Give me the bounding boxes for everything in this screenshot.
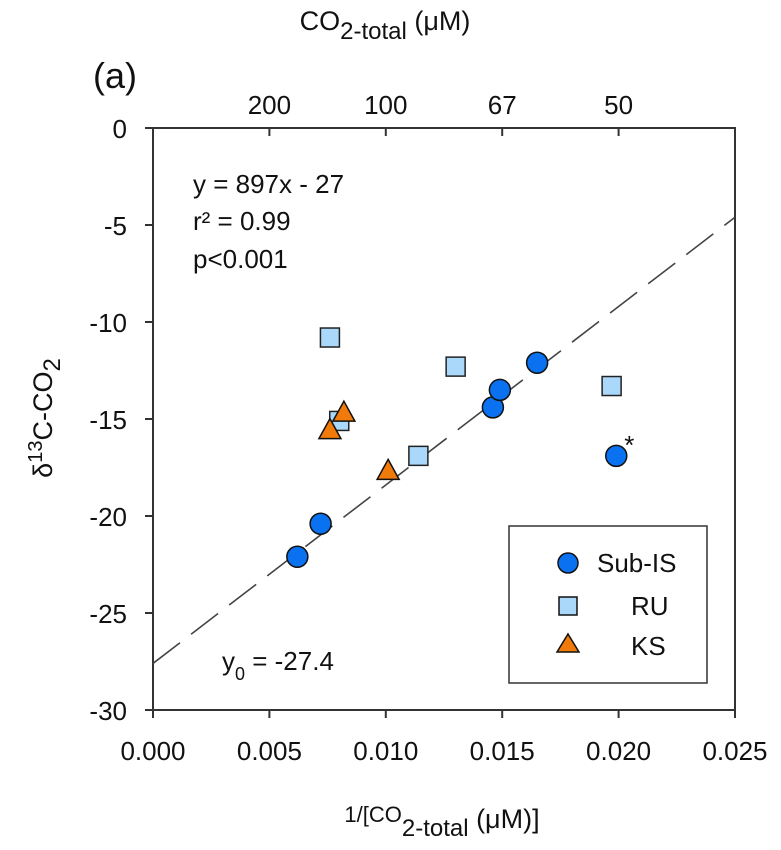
x-tick-label: 0.010 bbox=[353, 736, 418, 766]
x-tick-label: 0.000 bbox=[120, 736, 185, 766]
y-tick-label: -25 bbox=[89, 599, 127, 629]
y-tick-label: 0 bbox=[113, 114, 127, 144]
top-x-tick-label: 200 bbox=[248, 90, 291, 120]
legend-label-sub-is: Sub-IS bbox=[597, 548, 677, 578]
legend-label-ru: RU bbox=[631, 591, 669, 621]
point-sub-is bbox=[286, 545, 309, 568]
outlier-asterisk: * bbox=[624, 430, 634, 460]
legend-label-ks: KS bbox=[631, 631, 666, 661]
point-ru bbox=[601, 375, 622, 397]
point-sub-is bbox=[488, 378, 512, 402]
point-sub-is bbox=[309, 512, 332, 536]
legend: Sub-IS RU KS bbox=[508, 525, 708, 684]
x-axis-title: 1/[CO2-total (μM)] bbox=[344, 802, 539, 842]
intercept-label: y0 = -27.4 bbox=[222, 646, 334, 684]
x-tick-label: 0.015 bbox=[470, 736, 535, 766]
legend-box bbox=[508, 525, 708, 684]
y-tick-label: -30 bbox=[89, 696, 127, 726]
y-tick-label: -5 bbox=[104, 211, 127, 241]
x-tick-label: 0.020 bbox=[586, 736, 651, 766]
legend-marker-ks bbox=[555, 632, 581, 653]
legend-marker-sub-is bbox=[557, 552, 579, 574]
panel-label: (a) bbox=[93, 55, 137, 96]
equation-label: y = 897x - 27 bbox=[193, 169, 344, 199]
top-x-tick-label: 100 bbox=[364, 90, 407, 120]
y-tick-label: -20 bbox=[89, 502, 127, 532]
regression-line bbox=[152, 216, 736, 665]
y-axis-title: δ13C-CO2 bbox=[25, 358, 66, 478]
point-sub-is bbox=[605, 444, 628, 468]
top-x-tick-label: 50 bbox=[604, 90, 633, 120]
point-ks bbox=[331, 399, 357, 422]
point-ru bbox=[408, 445, 429, 467]
r2-label: r² = 0.99 bbox=[193, 206, 291, 236]
legend-marker-ru bbox=[558, 596, 578, 616]
top-x-tick-label: 67 bbox=[488, 90, 517, 120]
point-ks bbox=[375, 457, 401, 481]
point-ru bbox=[319, 327, 341, 348]
y-tick-label: -15 bbox=[89, 405, 127, 435]
point-ks bbox=[317, 417, 343, 440]
point-ru bbox=[445, 356, 466, 377]
point-sub-is bbox=[525, 351, 549, 374]
y-tick-label: -10 bbox=[89, 308, 127, 338]
x-tick-label: 0.005 bbox=[237, 736, 302, 766]
top-axis-title: CO2-total (μM) bbox=[300, 6, 471, 45]
x-tick-label: 0.025 bbox=[702, 736, 767, 766]
p-value-label: p<0.001 bbox=[193, 244, 288, 274]
